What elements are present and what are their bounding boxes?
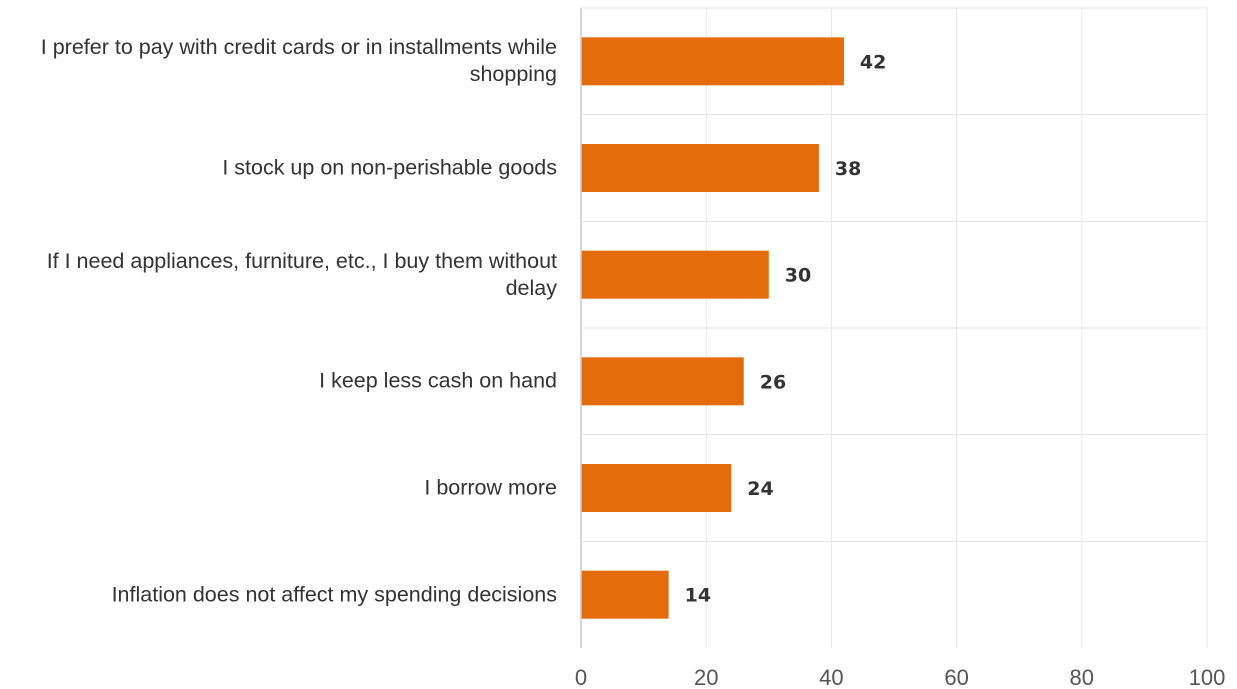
- category-label: Inflation does not affect my spending de…: [111, 582, 557, 607]
- x-axis-ticks: 0 20 40 60 80 100: [575, 665, 1225, 689]
- bar-value-label: 24: [747, 478, 773, 500]
- category-label: I keep less cash on hand: [319, 368, 557, 393]
- bar-value-label: 26: [760, 371, 786, 393]
- bar: [581, 144, 819, 192]
- data-labels: 42 38 30 26 24 14: [685, 51, 887, 606]
- bar-value-label: 30: [785, 265, 811, 287]
- bar-value-label: 38: [835, 158, 861, 180]
- x-tick-label: 100: [1189, 665, 1226, 689]
- x-tick-label: 60: [944, 665, 968, 689]
- bar-value-label: 14: [685, 585, 711, 607]
- bar-value-label: 42: [860, 51, 886, 73]
- bar: [581, 464, 732, 512]
- grid-lines: [581, 7, 1208, 648]
- bar: [581, 250, 769, 299]
- x-tick-label: 20: [694, 665, 718, 689]
- x-tick-label: 40: [819, 665, 843, 689]
- x-tick-label: 80: [1070, 665, 1094, 689]
- category-label: I borrow more: [424, 475, 557, 500]
- bar: [581, 357, 744, 406]
- category-label: If I need appliances, furniture, etc., I…: [46, 248, 557, 300]
- bar: [581, 37, 844, 86]
- x-tick-label: 0: [575, 665, 587, 689]
- bars: [581, 37, 844, 619]
- category-label: I prefer to pay with credit cards or in …: [40, 35, 557, 87]
- bar: [581, 570, 669, 619]
- category-label: I stock up on non-perishable goods: [222, 155, 557, 180]
